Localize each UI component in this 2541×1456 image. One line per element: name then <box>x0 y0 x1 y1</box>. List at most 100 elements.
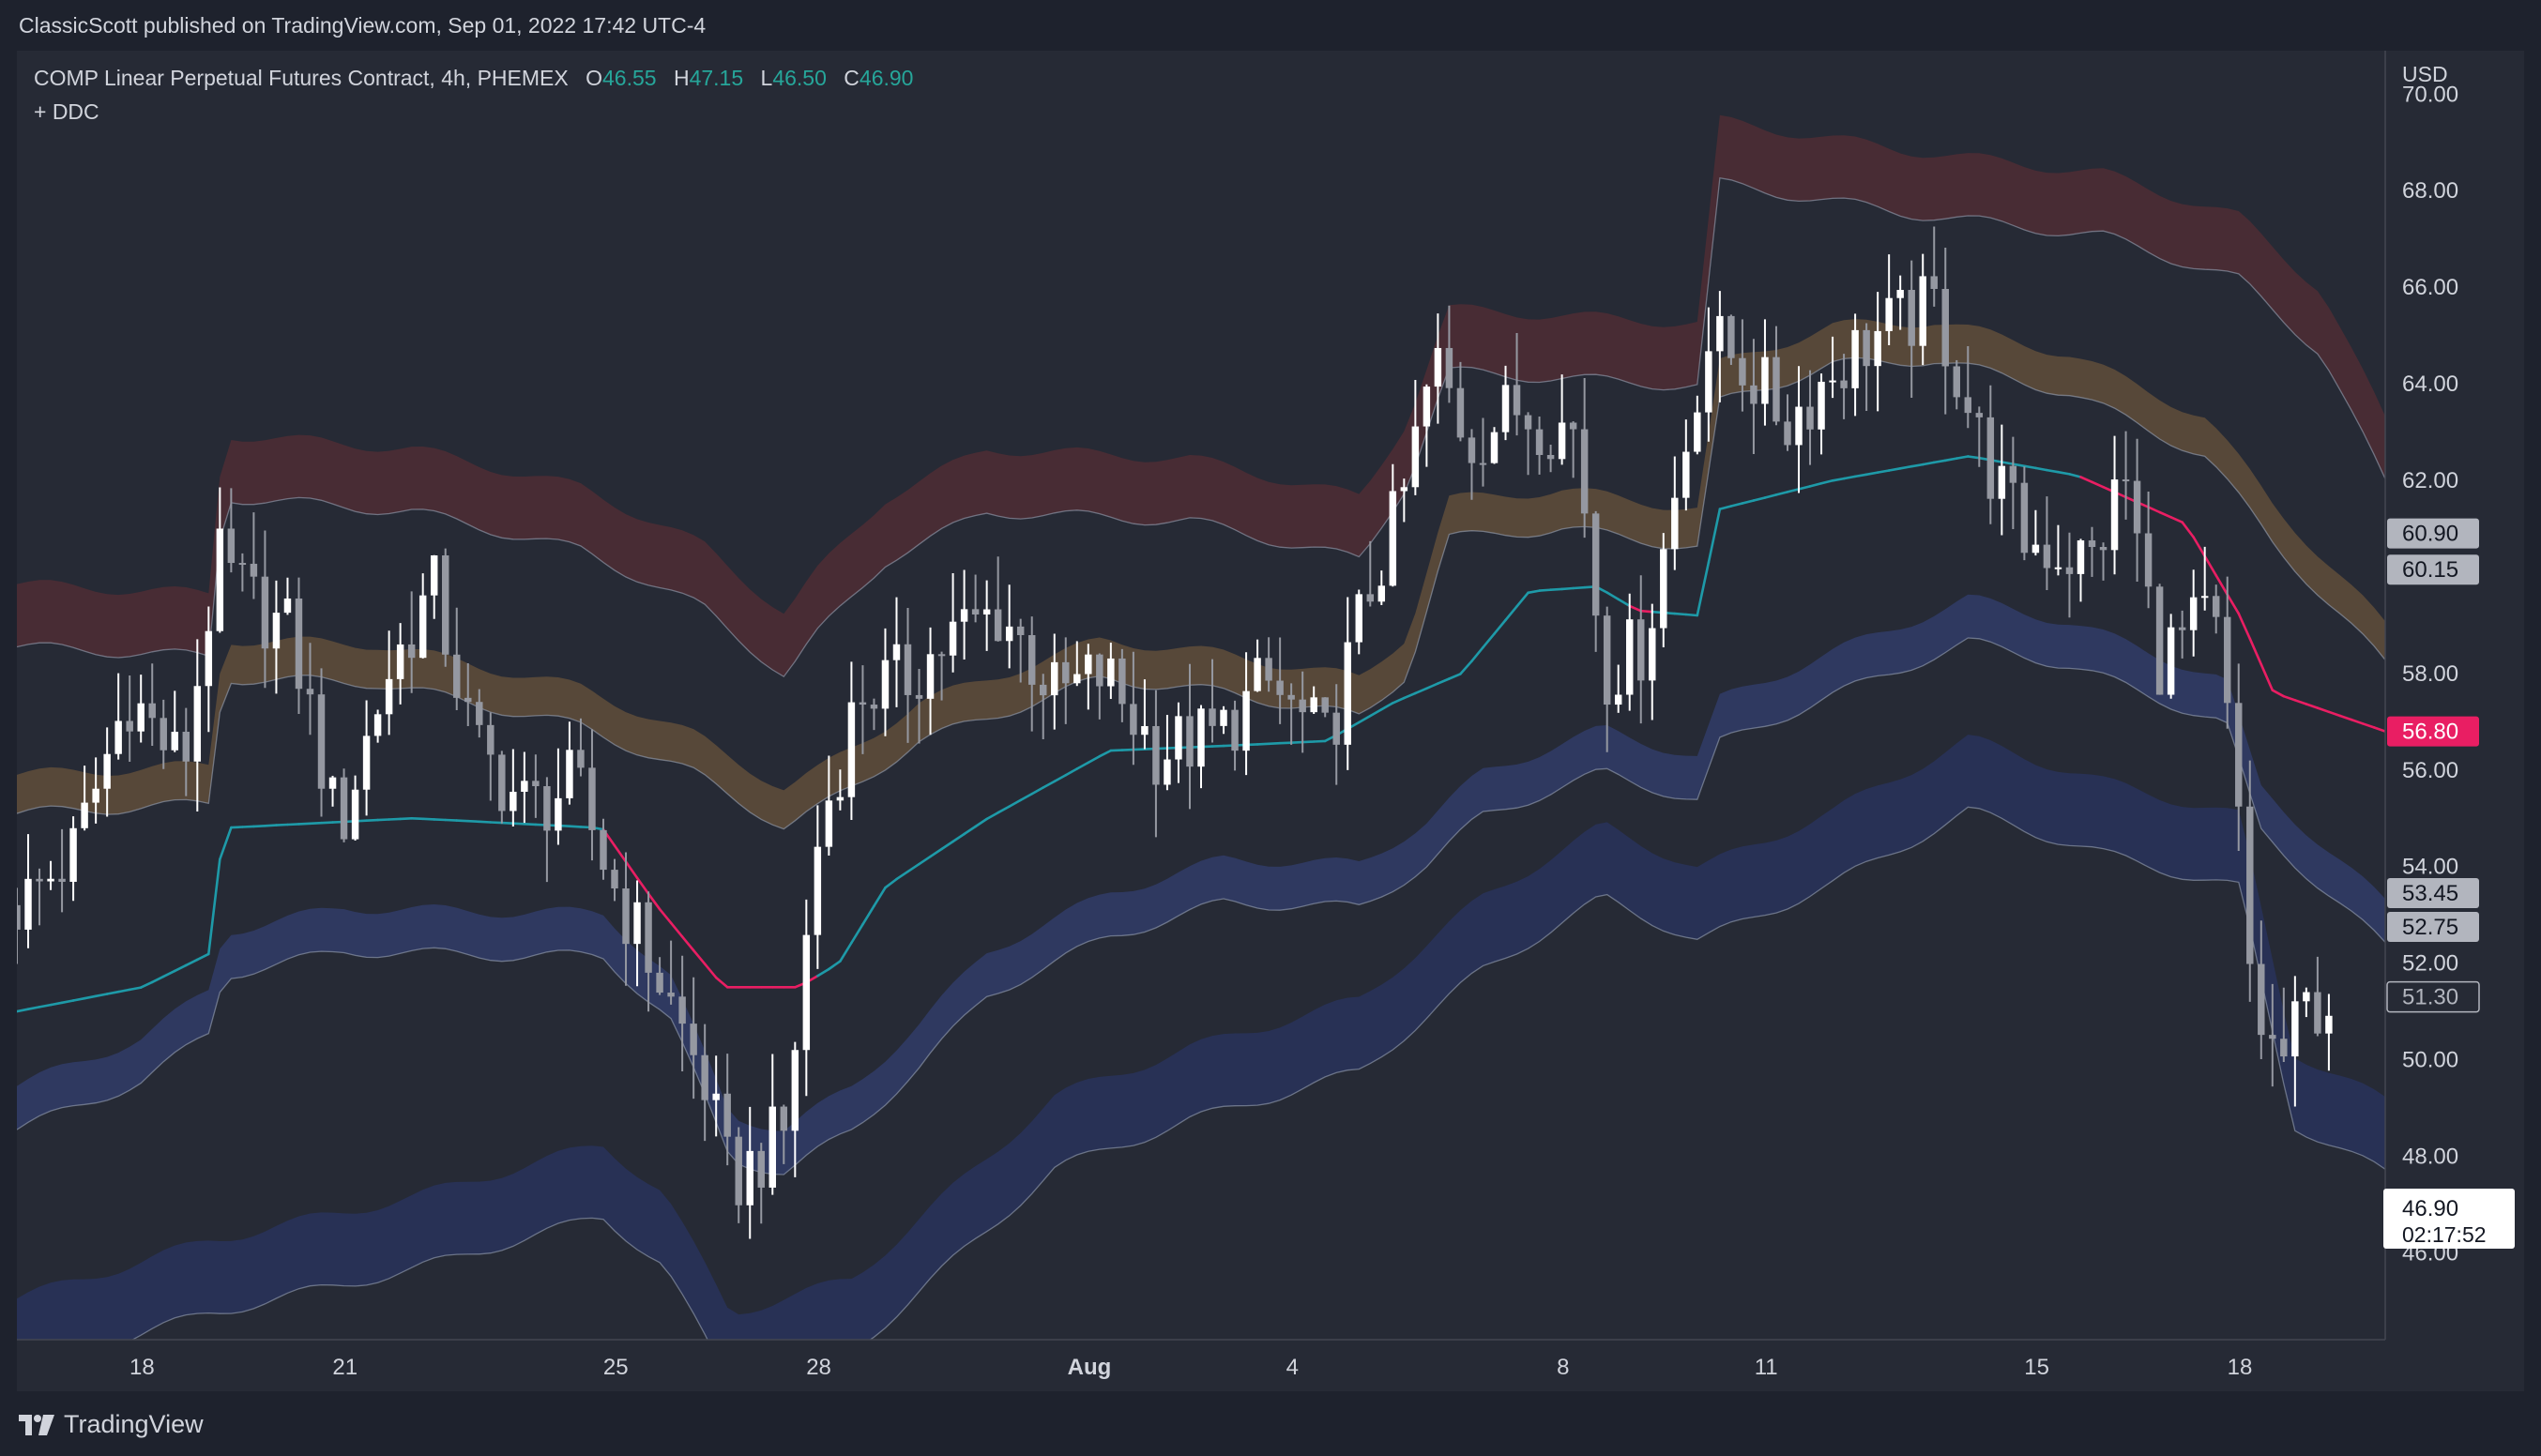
midline-segment <box>433 818 448 822</box>
candle-body <box>2303 992 2310 1002</box>
candle-body <box>2314 992 2321 1034</box>
candle <box>859 665 867 754</box>
midline-segment <box>1301 740 1316 744</box>
candle-body <box>137 703 145 732</box>
candle <box>1649 603 1656 720</box>
midline-segment <box>219 826 233 861</box>
candle <box>1411 379 1420 495</box>
midline-segment <box>2327 710 2342 718</box>
midline-segment <box>1932 459 1947 464</box>
candle-body <box>622 888 630 945</box>
y-tick-label: 66.00 <box>2402 275 2458 300</box>
candle <box>464 663 472 727</box>
midline-segment <box>2023 464 2037 470</box>
price-badge-label: 51.30 <box>2402 985 2458 1010</box>
midline-segment <box>1392 696 1406 705</box>
candle-body <box>960 609 968 622</box>
candle <box>510 749 517 827</box>
candle <box>193 639 202 812</box>
candle-body <box>340 777 348 840</box>
y-tick-label: 62.00 <box>2402 468 2458 493</box>
candle-body <box>1299 699 1306 713</box>
midline-segment <box>207 857 221 956</box>
candle <box>238 553 247 592</box>
candle <box>283 577 292 615</box>
x-tick-label: 11 <box>1755 1355 1778 1380</box>
tradingview-brand[interactable]: TradingView <box>19 1410 204 1439</box>
candle-body <box>1863 329 1870 367</box>
candle <box>1591 510 1600 652</box>
candle <box>1930 226 1938 307</box>
candle <box>1546 445 1555 473</box>
candle-body <box>2065 567 2074 574</box>
candle <box>1254 639 1261 692</box>
candle <box>768 1054 777 1195</box>
price-badge-label: 52.75 <box>2402 915 2458 940</box>
midline-segment <box>895 870 909 881</box>
candle-body <box>17 904 21 930</box>
candle-body <box>1930 276 1938 289</box>
y-tick-label: 48.00 <box>2402 1144 2458 1169</box>
candle-body <box>238 563 247 566</box>
chart-panel[interactable] <box>17 51 2524 1390</box>
midline-segment <box>1278 741 1293 745</box>
candle <box>971 574 980 623</box>
candle-body <box>1242 690 1250 751</box>
candle <box>1389 463 1397 587</box>
candle <box>802 899 811 1097</box>
midline-segment <box>1470 645 1484 663</box>
candle <box>1694 395 1701 455</box>
candle-body <box>1254 658 1261 691</box>
candle <box>2314 956 2321 1037</box>
candle <box>261 530 269 689</box>
midline-segment <box>1741 499 1756 505</box>
midline-segment <box>1605 591 1620 601</box>
candle <box>2054 524 2062 576</box>
candle-body <box>1705 351 1712 413</box>
midline-segment <box>1864 471 1879 477</box>
candle <box>960 569 968 660</box>
upper-band-fill <box>17 114 2385 677</box>
midline-segment <box>230 826 244 829</box>
candle-body <box>1096 654 1103 687</box>
candle <box>317 668 326 817</box>
candle <box>2043 496 2051 590</box>
candle <box>2200 546 2209 611</box>
candle <box>1761 319 1769 426</box>
open-label: O <box>586 66 602 90</box>
candle <box>746 1106 753 1239</box>
midline-segment <box>2293 698 2308 705</box>
midline-segment <box>861 904 875 926</box>
midline-segment <box>1921 461 1936 466</box>
price-badge-label: 56.80 <box>2402 720 2458 745</box>
candle-body <box>1524 415 1532 430</box>
candle <box>1908 260 1915 398</box>
price-badge: 53.45 <box>2387 877 2479 908</box>
candle <box>1716 291 1724 402</box>
y-tick-label: 58.00 <box>2402 661 2458 687</box>
candle-body <box>1795 406 1803 446</box>
midline-segment <box>399 816 414 821</box>
candle-body <box>915 694 923 699</box>
midline-segment <box>985 811 999 821</box>
candle-body <box>476 702 483 725</box>
midline-segment <box>703 963 718 979</box>
candle <box>1107 643 1115 700</box>
candle-body <box>937 654 946 657</box>
midline-segment <box>940 840 954 851</box>
candle <box>351 775 359 841</box>
candle <box>1874 292 1881 412</box>
midline-segment <box>1403 691 1417 700</box>
y-tick-label: 64.00 <box>2402 372 2458 397</box>
candle <box>611 858 618 902</box>
symbol-title[interactable]: COMP Linear Perpetual Futures Contract, … <box>34 66 569 90</box>
currency-label[interactable]: USD <box>2402 62 2448 86</box>
candle-body <box>735 1136 742 1206</box>
candle <box>723 1054 731 1166</box>
candle <box>1287 683 1295 745</box>
candle-body <box>1209 708 1216 726</box>
candle <box>2325 993 2333 1071</box>
indicator-name[interactable]: + DDC <box>34 99 99 124</box>
y-tick-label: 50.00 <box>2402 1048 2458 1073</box>
